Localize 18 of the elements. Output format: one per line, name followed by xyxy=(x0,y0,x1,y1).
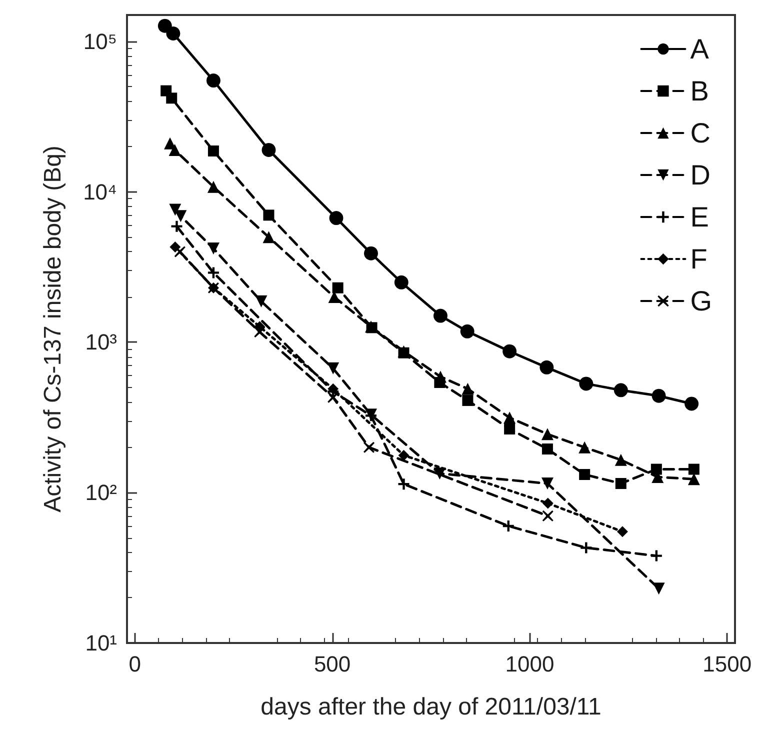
legend-label: A xyxy=(690,34,710,64)
legend-label: B xyxy=(690,76,709,106)
legend-label: D xyxy=(690,160,710,190)
x-tick-label: 1500 xyxy=(702,652,752,676)
legend-label: F xyxy=(690,244,708,274)
y-axis-title: Activity of Cs-137 inside body (Bq) xyxy=(40,146,66,512)
y-tick-label: 10⁴ xyxy=(83,179,117,204)
x-axis-title: days after the day of 2011/03/11 xyxy=(260,694,602,720)
legend-label: G xyxy=(690,286,712,316)
y-tick-label: 10² xyxy=(85,480,117,506)
y-tick-label: 10¹ xyxy=(85,630,117,656)
y-tick-label: 10³ xyxy=(85,330,117,355)
legend-label: E xyxy=(690,202,709,232)
x-tick-label: 500 xyxy=(314,652,351,676)
y-tick-label: 10⁵ xyxy=(83,28,117,54)
x-tick-label: 1000 xyxy=(505,652,554,676)
legend-label: C xyxy=(690,118,710,148)
x-tick-label: 0 xyxy=(128,652,142,676)
